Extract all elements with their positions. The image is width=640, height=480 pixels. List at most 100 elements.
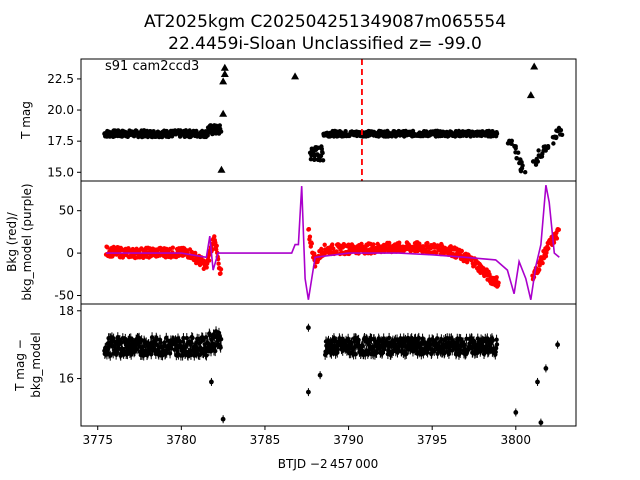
bottom-isolated-point [220,416,226,422]
bottom-data-point [458,350,463,356]
bkg-point [216,261,221,266]
x-tick-label: 3785 [250,433,281,447]
bottom-data-point [471,338,477,344]
bkg-point [218,267,224,272]
bkg-point [212,234,217,239]
top-upper-limit-marker [220,69,229,77]
bkg-point [464,260,470,265]
bottom-data-point [200,337,206,343]
top-rise-point [545,145,551,150]
top-rise-point [551,141,556,146]
bottom-data-point [375,346,380,352]
bottom-data-point [218,337,224,342]
top-data-point [320,150,325,156]
bottom-isolated-point [209,379,214,385]
bkg-point [322,242,327,247]
middle-y-ticks: -50 0 50 [54,204,81,303]
top-rise-point [553,135,559,141]
bottom-data-point [198,340,203,345]
bkg-point [330,242,335,247]
top-y-tick-label: 17.5 [47,134,74,148]
bottom-data-point [360,343,365,349]
bottom-data-point [353,352,358,357]
bkg-point [319,246,324,252]
bkg-point [425,240,430,246]
bottom-data-point [356,337,361,343]
middle-y-tick-label: -50 [54,289,74,303]
bottom-isolated-point [317,372,323,378]
bkg-point [494,275,499,280]
bottom-data-point [494,342,500,347]
middle-y-tick-label: 50 [59,204,74,218]
middle-data-layer [103,185,561,300]
top-upper-limit-marker [219,109,228,117]
bkg-point [307,234,313,239]
bkg-point [556,227,561,232]
x-tick-label: 3775 [82,433,113,447]
top-data-point [132,133,137,138]
top-rise-point [536,148,541,153]
top-upper-limit-marker [530,62,539,70]
top-rise-point [558,128,564,133]
bkg-point [130,246,135,252]
bkg-point [218,271,223,276]
bottom-data-point [404,351,409,357]
bottom-data-point [213,348,218,354]
top-y-tick-label: 22.5 [47,72,74,86]
bottom-data-point [141,353,146,358]
bottom-y-axis-label-line-1: T mag − [13,339,27,392]
bottom-data-point [490,338,495,343]
bottom-data-point [181,335,186,341]
chart-title-line-1: AT2025kgm C202504251349087m065554 [144,12,506,32]
x-tick-label: 3790 [333,433,364,447]
bkg-point [387,240,392,246]
bottom-isolated-point [543,366,549,371]
bkg-point [176,253,181,258]
bkg-point [459,248,464,254]
bottom-data-point [464,336,469,341]
bottom-isolated-point [555,342,560,348]
bkg-point [371,242,376,247]
bkg-point [214,247,219,252]
top-rise-point [530,159,536,164]
bottom-isolated-point [513,410,519,415]
bkg-point [206,258,212,263]
x-tick-label: 3795 [417,433,448,447]
top-rise-point [523,170,528,175]
top-data-point [343,129,348,134]
top-data-point [218,129,224,134]
bottom-data-point [190,335,195,341]
top-upper-limit-marker [217,165,226,173]
x-tick-label: 3800 [501,433,532,447]
top-rise-point [514,156,519,161]
bottom-data-point [207,333,212,338]
bkg-point [546,246,551,251]
bkg-point [312,251,317,256]
top-axes-frame [80,58,577,182]
bottom-axes-frame [80,303,577,427]
middle-axes-frame [80,180,577,305]
top-rise-point [535,159,540,164]
top-y-ticks: 15.0 17.5 20.0 22.5 [47,72,81,179]
bkg-point [105,245,110,250]
top-upper-limit-marker [220,63,229,71]
top-y-axis-label: T mag [19,101,33,140]
top-data-point [312,156,317,162]
top-data-point [217,123,222,128]
panel-top: 15.0 17.5 20.0 22.5 T mag s91 cam2ccd3 [19,58,577,182]
top-y-tick-label: 20.0 [47,103,74,117]
x-axis-label: BTJD −2 457 000 [278,457,378,471]
bkg-point [334,249,339,254]
bkg-point [397,240,402,245]
bottom-data-layer [102,323,560,427]
top-data-point [308,157,314,162]
bottom-data-point [154,337,159,342]
top-data-layer [102,59,565,181]
top-rise-point [541,144,546,149]
bkg-point [170,245,175,250]
top-rise-point [513,144,518,149]
bottom-data-point [416,335,421,341]
